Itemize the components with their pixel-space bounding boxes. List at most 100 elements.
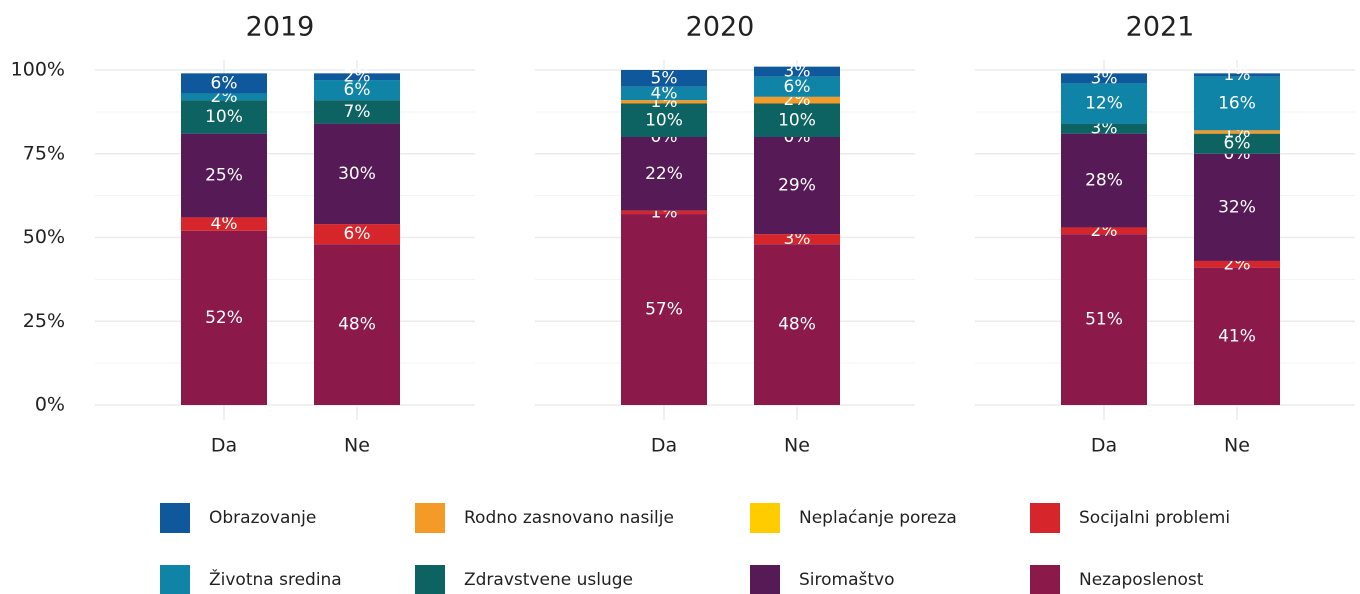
legend-swatch [415, 565, 445, 594]
legend-label: Rodno zasnovano nasilje [464, 508, 674, 528]
bar-segment [754, 103, 840, 137]
bar-segment [1061, 234, 1147, 405]
data-label: 22% [645, 164, 683, 184]
bar-segment [621, 70, 707, 87]
bar-segment [621, 100, 707, 104]
bar-segment [621, 210, 707, 215]
x-tick-label: Ne [1224, 435, 1250, 457]
legend-label: Nezaposlenost [1079, 570, 1204, 590]
legend-swatch [160, 503, 190, 533]
data-label: 3% [1091, 119, 1118, 139]
data-label: 7% [344, 102, 371, 122]
data-label: 51% [1085, 310, 1123, 330]
data-label: 2% [344, 67, 371, 87]
bar-segment [314, 224, 400, 245]
legend-swatch [750, 503, 780, 533]
bar-segment [181, 93, 267, 101]
data-label: 6% [211, 73, 238, 93]
bar-segment [1061, 123, 1147, 134]
x-tick-label: Ne [784, 435, 810, 457]
data-label: 4% [211, 214, 238, 234]
y-tick-label: 100% [11, 59, 65, 81]
bar-segment [181, 73, 267, 94]
bar-segment [181, 133, 267, 218]
bar-segment [1194, 260, 1280, 268]
data-label: 3% [1091, 68, 1118, 88]
bar-segment [1061, 83, 1147, 124]
data-label: 41% [1218, 326, 1256, 346]
bar-segment [181, 217, 267, 231]
legend-swatch [160, 565, 190, 594]
legend-label: Obrazovanje [209, 508, 316, 528]
data-label: 48% [778, 315, 816, 335]
x-tick-label: Ne [344, 435, 370, 457]
data-label: 25% [205, 166, 243, 186]
bar-segment [1194, 73, 1280, 77]
legend-swatch [1030, 565, 1060, 594]
data-label: 52% [205, 308, 243, 328]
bar-segment [621, 86, 707, 101]
data-label: 10% [778, 110, 816, 130]
data-label: 1% [1224, 65, 1251, 85]
bar-segment [621, 214, 707, 405]
bar-segment [754, 244, 840, 405]
bar-segment [181, 230, 267, 405]
legend-label: Socijalni problemi [1079, 508, 1230, 528]
y-tick-label: 25% [23, 310, 65, 332]
bar-segment [314, 244, 400, 405]
bar-segment [754, 234, 840, 245]
data-label: 6% [784, 77, 811, 97]
x-tick-label: Da [1091, 435, 1117, 457]
data-label: 3% [784, 62, 811, 82]
legend-label: Neplaćanje poreza [799, 508, 957, 528]
x-tick-label: Da [211, 435, 237, 457]
bar-segment [621, 137, 707, 211]
bar-segment [181, 100, 267, 134]
bar-segment [314, 123, 400, 225]
legend-label: Životna sredina [209, 568, 342, 590]
bar-segment [314, 80, 400, 101]
panel-title: 2020 [686, 12, 755, 43]
legend-swatch [750, 565, 780, 594]
data-label: 12% [1085, 94, 1123, 114]
data-label: 6% [344, 80, 371, 100]
data-label: 32% [1218, 197, 1256, 217]
data-label: 28% [1085, 171, 1123, 191]
bar-segment [1061, 227, 1147, 235]
legend-swatch [415, 503, 445, 533]
data-label: 5% [651, 68, 678, 88]
data-label: 6% [1224, 134, 1251, 154]
data-label: 4% [651, 83, 678, 103]
bar-segment [314, 73, 400, 81]
bar-segment [754, 76, 840, 97]
bar-segment [314, 100, 400, 124]
y-tick-label: 50% [23, 226, 65, 248]
panel-title: 2021 [1126, 12, 1195, 43]
legend-label: Zdravstvene usluge [464, 570, 633, 590]
bar-segment [754, 96, 840, 104]
bar-segment [1061, 133, 1147, 228]
bar-segment [1194, 133, 1280, 154]
bar-segment [1194, 153, 1280, 261]
x-tick-label: Da [651, 435, 677, 457]
legend-swatch [1030, 503, 1060, 533]
data-label: 3% [784, 229, 811, 249]
panel-title: 2019 [246, 12, 315, 43]
data-label: 48% [338, 315, 376, 335]
bar-segment [621, 103, 707, 137]
bar-segment [754, 137, 840, 235]
data-label: 10% [205, 107, 243, 127]
bar-segment [1061, 73, 1147, 84]
data-label: 6% [344, 224, 371, 244]
y-tick-label: 0% [35, 394, 65, 416]
bar-segment [754, 66, 840, 77]
data-label: 29% [778, 176, 816, 196]
data-label: 57% [645, 300, 683, 320]
bar-segment [1194, 130, 1280, 134]
data-label: 16% [1218, 94, 1256, 114]
legend-label: Siromaštvo [799, 570, 895, 590]
y-tick-label: 75% [23, 142, 65, 164]
bar-segment [1194, 76, 1280, 131]
data-label: 10% [645, 110, 683, 130]
